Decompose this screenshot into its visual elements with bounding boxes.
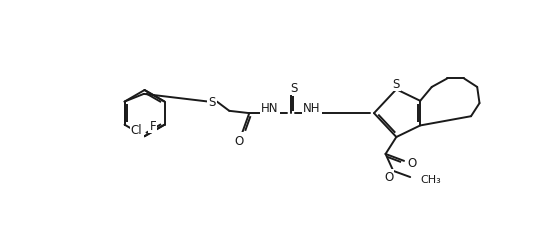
Text: HN: HN [262,102,279,115]
Text: O: O [235,134,244,147]
Text: CH₃: CH₃ [420,174,441,184]
Text: NH: NH [303,102,320,115]
Text: O: O [407,156,417,169]
Text: O: O [384,170,393,183]
Text: S: S [209,96,216,109]
Text: S: S [290,82,297,95]
Text: S: S [393,77,400,90]
Text: F: F [150,119,156,132]
Text: Cl: Cl [130,123,142,136]
